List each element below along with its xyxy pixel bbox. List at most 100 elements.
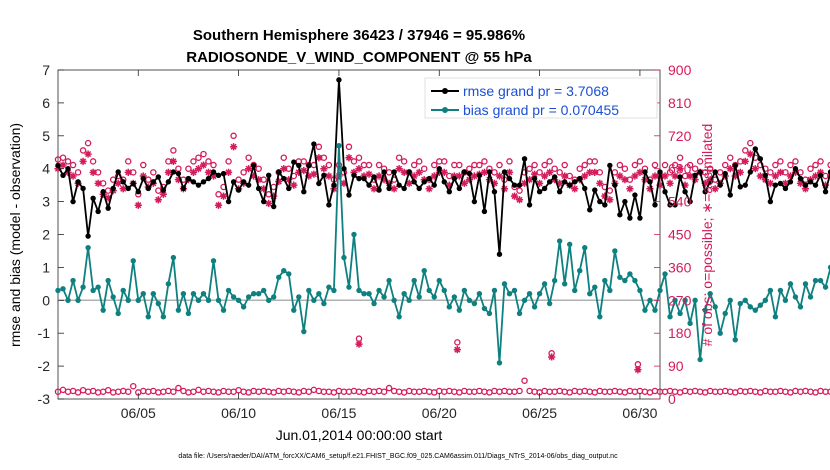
rmse-point-138: [747, 169, 753, 175]
obs-point-s4-144: [777, 387, 784, 395]
rmse-point-14: [125, 185, 131, 192]
obs-point-s3-33: [219, 192, 228, 200]
bias-point-35: [230, 294, 237, 300]
rmse-point-61: [361, 175, 367, 182]
obs-point-s3-14: [124, 168, 132, 176]
bias-point-54: [326, 284, 332, 290]
obs-point-s2-23: [170, 147, 177, 154]
rmse-point-108: [597, 198, 603, 205]
rmse-point-60: [356, 175, 362, 182]
rmse-point-132: [717, 182, 723, 188]
rmse-point-43: [271, 203, 277, 210]
obs-point-s2-37: [240, 169, 247, 176]
obs-point-s4-128: [696, 388, 704, 395]
obs-point-s2-100: [556, 169, 563, 176]
obs-point-s4-138: [747, 387, 754, 395]
obs-point-s3-139: [751, 165, 759, 173]
rmse-point-74: [426, 175, 432, 182]
rmse-point-109: [602, 202, 608, 208]
rmse-point-3: [70, 198, 76, 205]
bias-point-61: [361, 291, 367, 297]
rmse-point-18: [145, 185, 151, 192]
obs-point-s3-82: [465, 176, 473, 184]
rmse-point-137: [742, 182, 748, 188]
y-left-tick-label-5: 2: [42, 227, 50, 243]
rmse-point-126: [687, 198, 693, 205]
y-right-tick-label-4: 360: [668, 259, 692, 275]
bias-point-117: [642, 307, 648, 313]
bias-point-12: [115, 310, 121, 317]
rmse-point-110: [607, 162, 613, 169]
obs-point-s3-74: [425, 185, 433, 193]
rmse-point-59: [351, 172, 357, 178]
obs-point-s2-138: [747, 139, 754, 147]
bias-point-112: [617, 274, 623, 280]
obs-point-s2-90: [506, 158, 513, 165]
bias-point-140: [757, 302, 764, 308]
obs-point-s3-144: [776, 168, 784, 176]
bias-point-134: [727, 297, 733, 303]
bias-point-78: [446, 304, 452, 310]
legend-box: [424, 77, 658, 119]
obs-point-s3-131: [711, 185, 719, 193]
obs-point-s3-129: [701, 179, 709, 187]
obs-point-s3-98: [546, 168, 554, 176]
bias-point-37: [240, 304, 247, 310]
obs-point-s3-107: [591, 168, 599, 176]
y-right-tick-label-3: 270: [668, 292, 692, 308]
rmse-point-94: [526, 202, 533, 208]
rmse-point-81: [461, 169, 468, 175]
rmse-point-134: [727, 192, 733, 198]
obs-point-s2-77: [441, 158, 448, 165]
obs-point-s2-4: [74, 169, 82, 176]
y-axis-right-label: # of obs: o=possible; ∗=assimilated: [699, 124, 715, 347]
obs-extra-point-5: [548, 353, 556, 361]
rmse-point-27: [190, 179, 197, 185]
obs-point-s2-52: [315, 143, 323, 151]
obs-point-s3-114: [626, 185, 634, 193]
bias-point-67: [391, 297, 397, 303]
rmse-point-42: [266, 172, 272, 178]
obs-point-s3-94: [525, 176, 534, 184]
obs-point-s2-98: [546, 158, 553, 165]
rmse-point-36: [235, 187, 242, 193]
bias-point-149: [802, 281, 809, 287]
obs-point-s3-49: [300, 166, 308, 175]
rmse-point-135: [732, 162, 738, 169]
rmse-point-58: [346, 192, 352, 198]
rmse-point-99: [551, 174, 558, 180]
obs-point-s2-64: [375, 161, 383, 169]
bias-point-48: [296, 294, 302, 300]
obs-point-s4-136: [737, 387, 744, 395]
y-left-tick-label-2: -1: [38, 325, 51, 341]
rmse-point-105: [582, 185, 588, 192]
rmse-point-16: [135, 189, 141, 195]
obs-point-s3-48: [295, 168, 303, 176]
rmse-point-78: [446, 189, 452, 195]
obs-point-s3-62: [365, 170, 373, 178]
obs-point-s2-113: [621, 165, 629, 172]
bias-point-66: [386, 277, 392, 284]
obs-point-s2-134: [726, 154, 734, 161]
obs-point-s4-127: [691, 387, 699, 395]
obs-point-s3-29: [199, 161, 208, 169]
legend-bias-marker: [442, 107, 448, 113]
obs-point-s2-97: [541, 161, 548, 169]
obs-point-s3-95: [530, 170, 539, 178]
x-tick-label-1: 06/10: [221, 405, 256, 421]
obs-point-s3-149: [801, 185, 810, 193]
obs-point-s3-109: [601, 192, 609, 200]
obs-point-s2-30: [205, 158, 212, 165]
legend-rmse-label: rmse grand pr = 3.7068: [463, 83, 609, 99]
y-right-tick-label-8: 720: [668, 128, 692, 144]
obs-point-s2-34: [225, 158, 232, 165]
bias-point-59: [351, 231, 357, 238]
obs-point-s3-96: [536, 179, 544, 187]
bias-point-141: [762, 297, 769, 303]
bias-point-89: [501, 281, 508, 287]
bias-point-151: [812, 277, 819, 284]
bias-point-26: [185, 310, 192, 317]
bias-point-75: [431, 294, 437, 300]
obs-point-s3-7: [89, 168, 97, 176]
y-left-tick-label-7: 4: [42, 161, 50, 177]
